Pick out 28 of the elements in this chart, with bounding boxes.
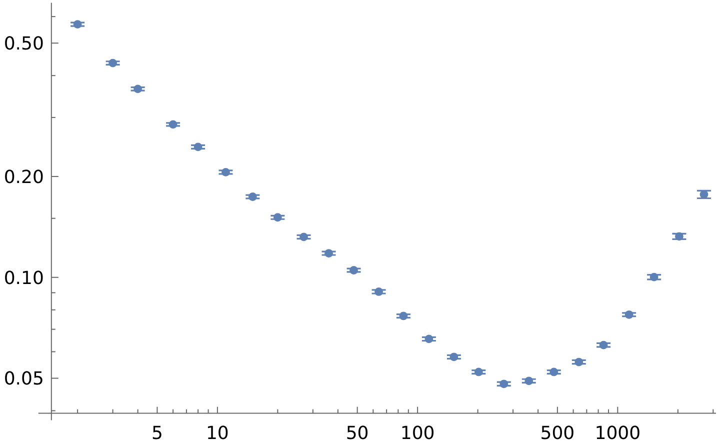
point: [450, 352, 458, 362]
point: [474, 368, 483, 376]
point: [675, 232, 684, 241]
point: [324, 249, 333, 258]
point: [248, 192, 257, 201]
y-tick-label: 0.20: [4, 166, 44, 188]
point: [599, 340, 608, 350]
x-tick-label: 10: [206, 422, 229, 444]
point: [273, 213, 282, 222]
x-tick-label: 100: [400, 422, 435, 444]
point: [399, 312, 408, 320]
y-tick-label: 0.10: [4, 268, 44, 289]
point: [374, 288, 383, 296]
point: [500, 380, 508, 388]
x-tick-label: 5: [151, 422, 163, 444]
point: [300, 232, 308, 242]
y-tick-label: 0.05: [4, 368, 44, 390]
point: [550, 368, 558, 376]
x-tick-label: 500: [540, 422, 575, 444]
point: [424, 334, 434, 344]
x-tick-label: 1000: [594, 422, 641, 444]
point: [574, 358, 584, 366]
point: [524, 376, 534, 386]
x-tick-label: 50: [346, 422, 369, 444]
point: [350, 266, 358, 274]
point: [650, 272, 658, 282]
point: [624, 310, 634, 319]
y-tick-label: 0.50: [4, 34, 44, 55]
